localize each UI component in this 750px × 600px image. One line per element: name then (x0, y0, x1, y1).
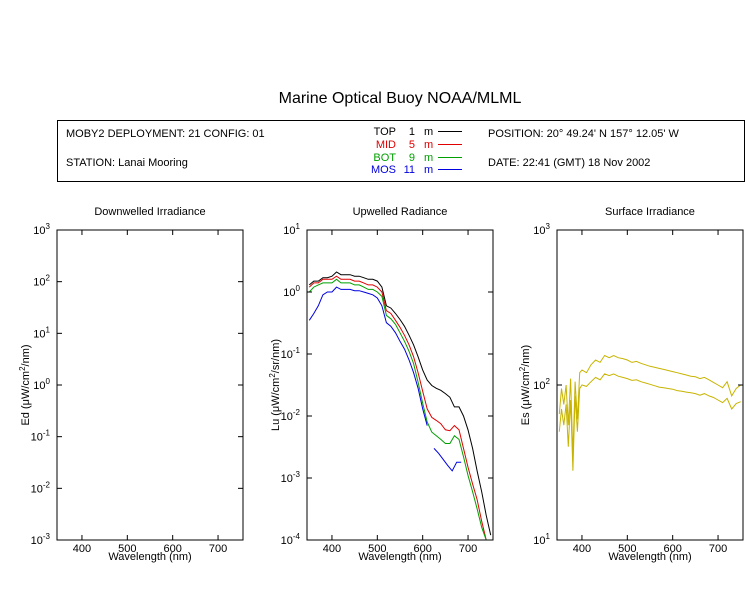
chart-title: Upwelled Radiance (353, 206, 448, 218)
chart-panel-1: Downwelled Irradiance 400 500 600 700 Wavelen… (18, 206, 244, 563)
x-tick-label: 400 (73, 543, 91, 555)
y-tick-label: 100 (33, 377, 50, 392)
x-axis-label: Wavelength (nm) (608, 551, 691, 563)
legend-item-top: TOP 1 m (366, 126, 516, 138)
series-line-es-upper (558, 354, 742, 456)
legend-unit: m (424, 164, 434, 176)
series-line-mos-segment (433, 448, 462, 472)
date-text: DATE: 22:41 (GMT) 18 Nov 2002 (488, 157, 651, 169)
series-line-bot (308, 278, 491, 540)
legend-item-bot: BOT 9 m (366, 152, 516, 164)
deployment-text: MOBY2 DEPLOYMENT: 21 CONFIG: 01 (66, 128, 265, 140)
x-tick-label: 600 (414, 543, 432, 555)
y-tick-label: 102 (533, 377, 550, 392)
x-axis-label: Wavelength (nm) (358, 551, 441, 563)
series-line-es-lower (558, 373, 741, 471)
y-tick-label: 102 (33, 274, 50, 289)
series-line-mid (308, 275, 491, 540)
y-tick-label: 10-1 (31, 429, 51, 444)
legend-line (438, 131, 462, 132)
y-tick-label: 103 (33, 222, 50, 237)
y-tick-label: 10-4 (281, 532, 301, 547)
page-title: Marine Optical Buoy NOAA/MLML (278, 90, 522, 107)
plot-frame (56, 229, 244, 541)
chart-title: Downwelled Irradiance (94, 206, 205, 218)
x-tick-label: 700 (709, 543, 727, 555)
legend-unit: m (424, 152, 434, 164)
x-tick-label: 500 (118, 543, 136, 555)
legend-depth: 5 (408, 139, 415, 151)
legend-line (438, 144, 462, 145)
y-tick-label: 10-2 (281, 408, 301, 423)
y-tick-label: 10-1 (281, 346, 301, 361)
x-tick-label: 700 (209, 543, 227, 555)
legend-line (438, 157, 462, 158)
legend-name: TOP (373, 126, 396, 138)
legend-unit: m (424, 139, 434, 151)
legend-depth: 11 (403, 164, 415, 176)
position-text: POSITION: 20° 49.24' N 157° 12.05' W (488, 128, 679, 140)
chart-panel-3: Surface Irradiance 400 500 600 700 Wavelength… (518, 206, 744, 563)
series-line-mos (308, 286, 428, 426)
y-tick-label: 10-2 (31, 480, 51, 495)
legend-depth: 9 (408, 152, 415, 164)
y-tick-label: 100 (283, 284, 300, 299)
chart-title: Surface Irradiance (605, 206, 695, 218)
series-line-top (308, 271, 492, 536)
y-tick-label: 101 (33, 325, 50, 340)
x-tick-label: 600 (664, 543, 682, 555)
y-tick-label: 103 (533, 222, 550, 237)
plot-frame (306, 229, 494, 541)
station-text: STATION: Lanai Mooring (66, 157, 188, 169)
legend-line (438, 169, 462, 170)
legend-name: MID (375, 139, 396, 151)
x-tick-label: 400 (323, 543, 341, 555)
info-box: MOBY2 DEPLOYMENT: 21 CONFIG: 01 STATION:… (57, 120, 745, 182)
legend-unit: m (424, 126, 434, 138)
y-axis-label: Es (μW/cm2/nm) (518, 345, 532, 425)
legend-item-mid: MID 5 m (366, 139, 516, 151)
legend-depth: 1 (408, 126, 415, 138)
plot-frame (556, 229, 744, 541)
x-tick-label: 600 (164, 543, 182, 555)
chart-panel-2: Upwelled Radiance 400 500 600 700 Wavelength … (268, 206, 494, 563)
y-tick-label: 101 (533, 532, 550, 547)
x-axis-label: Wavelength (nm) (108, 551, 191, 563)
y-tick-label: 10-3 (31, 532, 51, 547)
legend-item-mos: MOS 11 m (366, 164, 516, 176)
x-tick-label: 500 (618, 543, 636, 555)
y-axis-label: Lu (μW/cm2/sr/nm) (268, 339, 282, 431)
legend-name: MOS (370, 164, 396, 176)
y-tick-label: 101 (283, 222, 300, 237)
legend-name: BOT (373, 152, 396, 164)
y-axis-label: Ed (μW/cm2/nm) (18, 344, 32, 425)
x-tick-label: 400 (573, 543, 591, 555)
x-tick-label: 500 (368, 543, 386, 555)
x-tick-label: 700 (459, 543, 477, 555)
y-tick-label: 10-3 (281, 470, 301, 485)
